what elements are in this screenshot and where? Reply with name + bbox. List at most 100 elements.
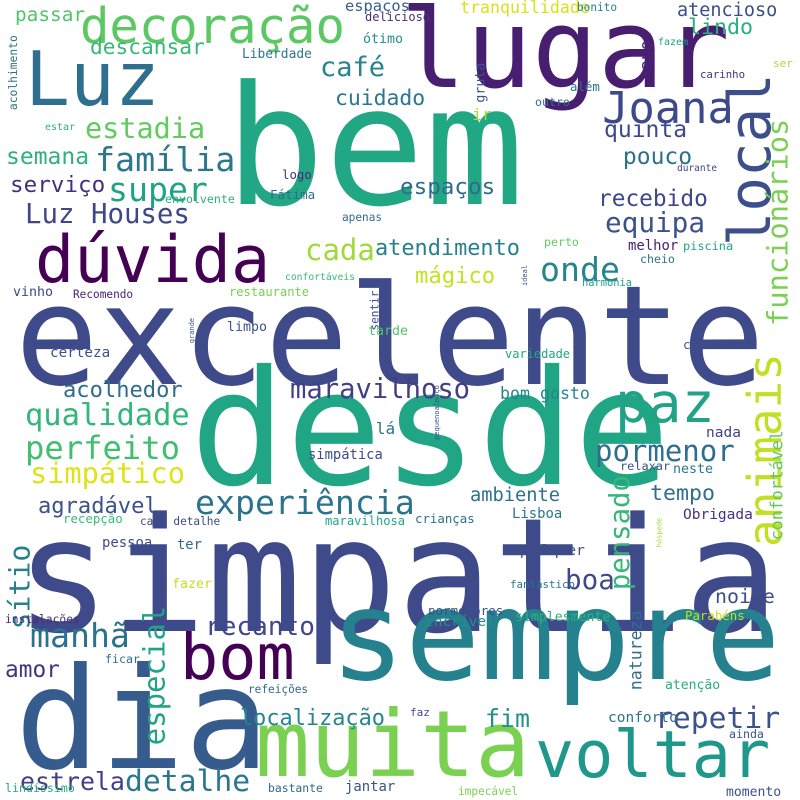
word: piscina bbox=[683, 239, 734, 254]
word: manhã bbox=[30, 616, 130, 656]
word: maravilhoso bbox=[290, 374, 471, 406]
word: restaurante bbox=[229, 285, 310, 299]
word: variedade bbox=[505, 347, 571, 361]
word: Lisboa bbox=[512, 506, 563, 523]
word: serviço bbox=[10, 171, 106, 198]
word: pequenoalmoço bbox=[432, 384, 441, 440]
word: café bbox=[320, 52, 386, 83]
word: boa bbox=[565, 563, 615, 597]
word: simpática bbox=[308, 447, 383, 464]
word: melhor bbox=[628, 238, 679, 255]
word: envolvente bbox=[165, 192, 235, 207]
word: estrela bbox=[20, 766, 125, 796]
word: família bbox=[95, 140, 236, 180]
word: pormenores bbox=[428, 602, 504, 618]
word: fazem bbox=[658, 36, 689, 48]
word: grande bbox=[188, 317, 197, 343]
word: gruta bbox=[472, 63, 488, 104]
word: ir bbox=[472, 105, 492, 124]
word: confortável bbox=[767, 430, 787, 540]
word: Liberdade bbox=[242, 46, 312, 62]
word: lá bbox=[375, 418, 396, 438]
word: atenção bbox=[665, 677, 721, 693]
word: faz bbox=[410, 705, 430, 719]
word: amor bbox=[5, 656, 60, 683]
word: dia bbox=[15, 637, 270, 800]
word: refeições bbox=[248, 682, 309, 696]
word: equipa bbox=[605, 205, 706, 239]
word: qualidade bbox=[25, 397, 190, 433]
word: crianças bbox=[415, 510, 475, 526]
word: quinta bbox=[604, 116, 688, 143]
word: bastante bbox=[268, 781, 323, 796]
word: ano bbox=[636, 39, 656, 70]
word: pormenor bbox=[595, 433, 735, 468]
word: Luz bbox=[25, 35, 160, 123]
word: fantástico bbox=[510, 577, 576, 591]
word: cada detalhe bbox=[140, 514, 221, 528]
word: confortáveis bbox=[285, 272, 355, 284]
word: espaços bbox=[400, 173, 496, 200]
word: outro bbox=[535, 95, 570, 110]
word: noite bbox=[715, 585, 775, 608]
word: além bbox=[570, 78, 600, 94]
word: nada bbox=[706, 424, 741, 441]
word: vinho bbox=[13, 285, 54, 301]
word: passar bbox=[15, 3, 86, 27]
word: incrível bbox=[425, 613, 495, 630]
word: atencioso bbox=[677, 0, 778, 21]
word: apenas bbox=[342, 210, 383, 224]
word: momento bbox=[726, 784, 782, 800]
word: lindo bbox=[688, 14, 754, 40]
word: atendimento bbox=[375, 236, 520, 261]
word: ainda bbox=[729, 727, 764, 742]
word: tarde bbox=[368, 324, 409, 340]
word: bom gosto bbox=[500, 384, 590, 404]
word: simpático bbox=[30, 455, 185, 490]
word: relaxar bbox=[620, 459, 671, 474]
word: durante bbox=[677, 163, 718, 175]
word: funcionários bbox=[759, 118, 794, 327]
word: bom bbox=[180, 619, 295, 694]
word: Recomendo bbox=[73, 287, 134, 301]
word: muita bbox=[255, 691, 531, 799]
word: Parabéns bbox=[685, 607, 745, 623]
word: qualquer bbox=[515, 542, 585, 559]
word: bem bbox=[225, 50, 525, 244]
word: fim bbox=[485, 703, 530, 733]
word: Fátima bbox=[270, 186, 316, 202]
word: descansar bbox=[90, 34, 205, 60]
word: logo bbox=[282, 166, 312, 182]
word: jantar bbox=[345, 779, 396, 796]
word: estadia bbox=[85, 111, 206, 145]
word: recepção bbox=[63, 510, 123, 526]
word: especial bbox=[137, 605, 172, 745]
word: acolhedor bbox=[63, 377, 183, 404]
word: ideal bbox=[521, 264, 530, 286]
word: agradável bbox=[38, 493, 158, 520]
word: neste bbox=[673, 462, 714, 478]
word: desde bbox=[190, 336, 671, 523]
word: cheio bbox=[640, 252, 675, 267]
word: sempre bbox=[330, 564, 781, 710]
word: instalações bbox=[5, 613, 80, 627]
word: impecável bbox=[458, 784, 519, 798]
word: localização bbox=[240, 705, 385, 731]
word: onde bbox=[540, 250, 620, 290]
word: detalhe bbox=[125, 764, 251, 800]
word: excelente bbox=[15, 256, 765, 418]
word: tranquilidade bbox=[460, 0, 590, 17]
word: perfeito bbox=[25, 428, 181, 467]
word: ótimo bbox=[363, 32, 404, 48]
word: cuidado bbox=[335, 86, 426, 112]
word: ambiente bbox=[470, 485, 561, 507]
word: dúvida bbox=[35, 222, 271, 298]
word: decoração bbox=[80, 0, 345, 56]
word: lindíssimo bbox=[5, 781, 75, 796]
word: Obrigada bbox=[683, 506, 753, 523]
word: bonito bbox=[577, 0, 618, 14]
word: estar bbox=[45, 122, 76, 133]
word: paz bbox=[615, 372, 715, 437]
word: maravilhosa bbox=[325, 514, 406, 528]
